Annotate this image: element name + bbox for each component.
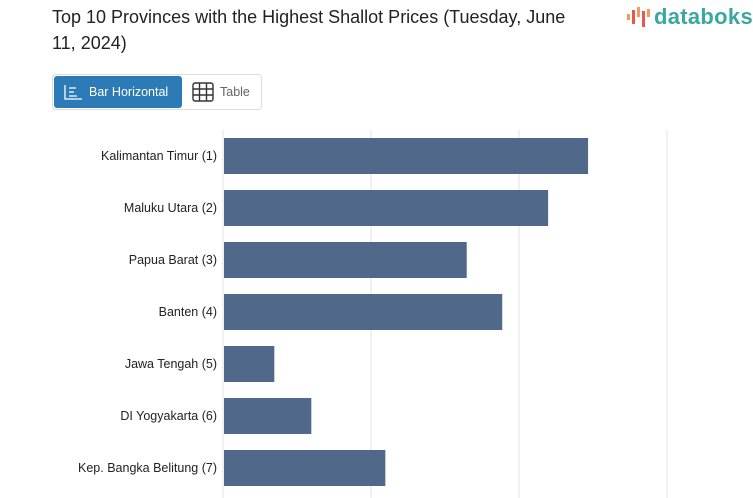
databoks-logo: databoks bbox=[626, 4, 753, 30]
bar[interactable] bbox=[224, 242, 467, 278]
tab-bar-horizontal[interactable]: Bar Horizontal bbox=[54, 76, 182, 108]
bar[interactable] bbox=[224, 450, 386, 486]
bar[interactable] bbox=[224, 294, 503, 330]
bar-chart-icon bbox=[64, 85, 82, 100]
tab-table[interactable]: Table bbox=[183, 75, 259, 109]
bar[interactable] bbox=[224, 346, 275, 382]
category-label: DI Yogyakarta (6) bbox=[120, 409, 217, 423]
logo-bars-icon bbox=[627, 7, 650, 27]
category-label: Maluku Utara (2) bbox=[124, 201, 217, 215]
view-toggle: Bar Horizontal Table bbox=[52, 74, 262, 110]
category-label: Jawa Tengah (5) bbox=[125, 357, 217, 371]
category-label: Papua Barat (3) bbox=[129, 253, 217, 267]
chart-title: Top 10 Provinces with the Highest Shallo… bbox=[52, 7, 566, 53]
bar[interactable] bbox=[224, 138, 589, 174]
category-label: Kep. Bangka Belitung (7) bbox=[78, 461, 217, 475]
category-label: Kalimantan Timur (1) bbox=[101, 149, 217, 163]
bar[interactable] bbox=[224, 190, 549, 226]
table-icon bbox=[192, 82, 214, 102]
bar[interactable] bbox=[224, 398, 312, 434]
category-label: Banten (4) bbox=[159, 305, 217, 319]
